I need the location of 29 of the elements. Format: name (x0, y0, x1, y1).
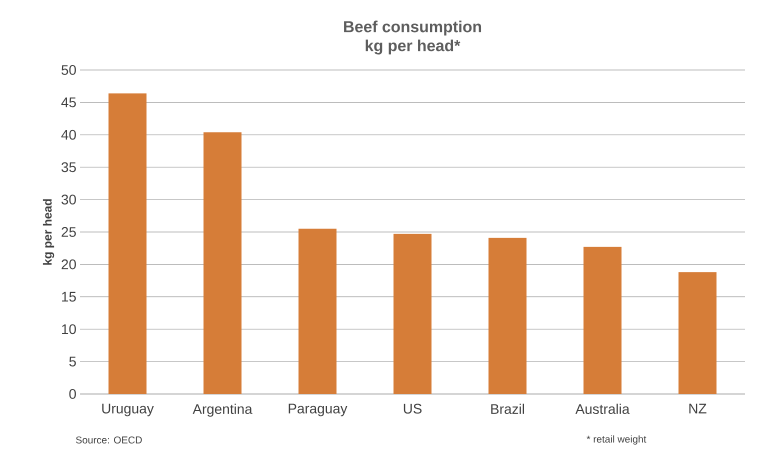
x-tick-label: Uruguay (102, 404, 154, 416)
bar (204, 132, 242, 394)
x-tick-label: Argentina (192, 404, 252, 417)
x-tick-label: Brazil (491, 404, 524, 414)
x-tick-label: US (404, 404, 422, 414)
y-tick-label: 5 (69, 356, 76, 366)
bar (394, 234, 432, 394)
bar (678, 272, 717, 394)
bar (298, 228, 337, 394)
y-tick-label: 50 (62, 65, 76, 75)
y-tick-label: 30 (62, 194, 76, 205)
y-tick-label: 20 (62, 259, 76, 270)
text: * retail weight (586, 435, 646, 445)
chart-title: Beef consumption kg per head* (344, 20, 482, 54)
bar (488, 238, 527, 394)
y-tick-label: 35 (62, 162, 76, 172)
y-tick-label: 45 (61, 98, 76, 108)
y-tick-label: 25 (62, 227, 76, 237)
source-note: Source: OECD (76, 436, 142, 444)
y-tick-label: 40 (61, 130, 76, 140)
y-tick-label: 0 (69, 389, 76, 399)
x-tick-label: Paraguay (288, 404, 348, 416)
x-tick-label: NZ (689, 404, 706, 414)
bar (584, 246, 622, 394)
y-axis-title: kg per head (42, 199, 54, 265)
bar (108, 93, 147, 394)
y-tick-label: 10 (62, 324, 76, 334)
y-tick-label: 15 (62, 292, 76, 302)
x-tick-label: Australia (575, 404, 630, 414)
